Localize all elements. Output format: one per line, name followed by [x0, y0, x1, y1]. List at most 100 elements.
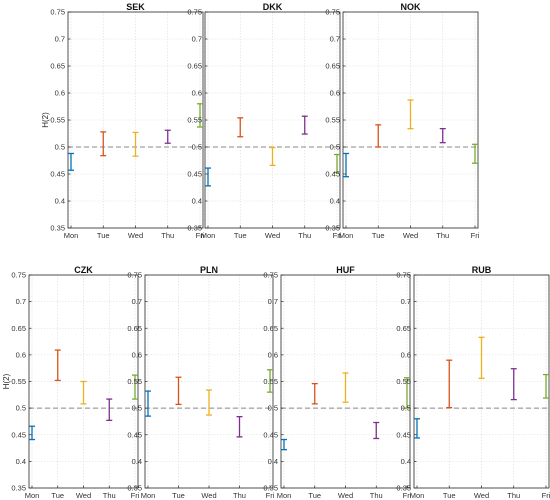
y-tick-label: 0.4: [192, 197, 202, 206]
x-tick-label: Tue: [234, 231, 247, 240]
errorbar-thu: [301, 115, 308, 135]
y-tick-label: 0.55: [11, 377, 26, 386]
y-tick-label: 0.35: [396, 484, 411, 493]
errorbar-fri: [543, 373, 549, 399]
x-tick-label: Mon: [141, 491, 156, 500]
y-tick-label: 0.6: [268, 350, 278, 359]
x-tick-label: Thu: [298, 231, 311, 240]
errorbar-wed: [80, 380, 87, 405]
y-tick-label: 0.6: [55, 89, 65, 98]
errorbar-thu: [164, 129, 171, 144]
y-tick-label: 0.45: [50, 170, 65, 179]
x-tick-label: Tue: [372, 231, 385, 240]
y-tick-label: 0.4: [268, 457, 278, 466]
panel-title: PLN: [200, 265, 218, 275]
y-tick-label: 0.7: [192, 35, 202, 44]
panel-rub: 0.35 0.4 0.45 0.5 0.55 0.6 0.65 0.7 0.75 Mon Tue We…: [396, 265, 550, 500]
y-tick-label: 0.55: [325, 116, 340, 125]
errorbar-wed: [407, 99, 414, 130]
y-tick-label: 0.6: [132, 350, 142, 359]
y-tick-label: 0.5: [132, 404, 142, 413]
errorbar-fri: [404, 377, 410, 409]
y-tick-label: 0.65: [127, 324, 142, 333]
x-tick-label: Tue: [51, 491, 64, 500]
x-tick-label: Tue: [308, 491, 321, 500]
y-tick-label: 0.5: [268, 404, 278, 413]
y-tick-label: 0.7: [330, 35, 340, 44]
y-tick-label: 0.65: [50, 62, 65, 71]
panel-title: NOK: [401, 2, 422, 12]
y-tick-label: 0.5: [55, 143, 65, 152]
y-tick-label: 0.45: [127, 430, 142, 439]
y-tick-label: 0.35: [11, 484, 26, 493]
errorbar-thu: [510, 368, 517, 401]
x-tick-label: Mon: [339, 231, 354, 240]
panel-title: DKK: [263, 2, 283, 12]
panel-title: CZK: [74, 265, 93, 275]
y-tick-label: 0.55: [187, 116, 202, 125]
errorbar-mon: [29, 425, 35, 441]
errorbar-mon: [68, 152, 74, 171]
panel-title: HUF: [336, 265, 355, 275]
errorbar-mon: [205, 167, 211, 187]
x-tick-label: Thu: [507, 491, 520, 500]
x-tick-label: Thu: [233, 491, 246, 500]
y-tick-label: 0.7: [16, 297, 26, 306]
errorbar-tue: [375, 124, 382, 148]
y-tick-label: 0.5: [192, 143, 202, 152]
y-tick-label: 0.75: [263, 271, 278, 280]
y-axis-label: H(2): [2, 373, 11, 389]
errorbar-wed: [269, 146, 276, 167]
errorbar-fri: [334, 153, 340, 174]
y-tick-label: 0.35: [325, 224, 340, 233]
x-tick-label: Fri: [403, 491, 412, 500]
y-tick-label: 0.6: [16, 350, 26, 359]
y-tick-label: 0.55: [50, 116, 65, 125]
x-tick-label: Wed: [201, 491, 216, 500]
y-tick-label: 0.4: [16, 457, 26, 466]
y-tick-label: 0.65: [11, 324, 26, 333]
y-tick-label: 0.75: [396, 271, 411, 280]
errorbar-mon: [281, 438, 287, 451]
x-tick-label: Thu: [436, 231, 449, 240]
y-tick-label: 0.35: [127, 484, 142, 493]
y-tick-label: 0.4: [330, 197, 340, 206]
y-tick-label: 0.7: [401, 297, 411, 306]
y-tick-label: 0.45: [187, 170, 202, 179]
x-tick-label: Mon: [410, 491, 425, 500]
y-tick-label: 0.45: [263, 430, 278, 439]
errorbar-fri: [267, 369, 273, 393]
x-tick-label: Mon: [201, 231, 216, 240]
errorbar-fri: [132, 374, 138, 400]
errorbar-thu: [106, 398, 113, 422]
errorbar-wed: [206, 389, 212, 416]
y-tick-label: 0.35: [187, 224, 202, 233]
y-tick-label: 0.75: [50, 8, 65, 17]
y-tick-label: 0.65: [263, 324, 278, 333]
panel-title: SEK: [126, 2, 145, 12]
x-tick-label: Thu: [370, 491, 383, 500]
x-tick-label: Wed: [474, 491, 489, 500]
y-tick-label: 0.4: [55, 197, 65, 206]
y-tick-label: 0.7: [55, 35, 65, 44]
y-tick-label: 0.65: [325, 62, 340, 71]
errorbar-tue: [311, 382, 318, 405]
x-tick-label: Thu: [103, 491, 116, 500]
errorbar-tue: [446, 359, 453, 409]
x-tick-label: Mon: [277, 491, 292, 500]
y-tick-label: 0.65: [187, 62, 202, 71]
y-tick-label: 0.6: [330, 89, 340, 98]
panel-title: RUB: [472, 265, 492, 275]
x-tick-label: Wed: [338, 491, 353, 500]
y-tick-label: 0.55: [127, 377, 142, 386]
y-tick-label: 0.65: [396, 324, 411, 333]
panel-pln: 0.35 0.4 0.45 0.5 0.55 0.6 0.65 0.7 0.75 Mon Tue We…: [127, 265, 274, 500]
y-tick-label: 0.75: [11, 271, 26, 280]
y-tick-label: 0.7: [268, 297, 278, 306]
errorbar-tue: [175, 376, 182, 406]
x-tick-label: Thu: [161, 231, 174, 240]
errorbar-thu: [236, 415, 243, 438]
x-tick-label: Wed: [265, 231, 280, 240]
x-tick-label: Fri: [333, 231, 342, 240]
